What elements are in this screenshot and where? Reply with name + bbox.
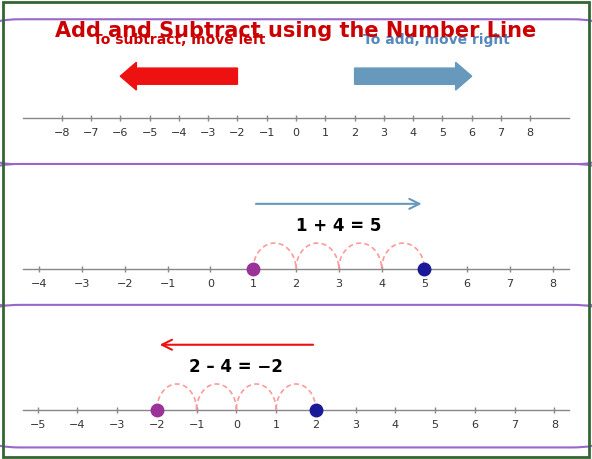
Text: 2: 2 [313, 420, 320, 430]
FancyBboxPatch shape [0, 305, 592, 448]
Text: −4: −4 [170, 128, 187, 138]
Text: 0: 0 [292, 128, 300, 138]
Text: −5: −5 [141, 128, 157, 138]
Text: −6: −6 [112, 128, 128, 138]
Text: −5: −5 [30, 420, 46, 430]
Text: 3: 3 [381, 128, 387, 138]
FancyArrow shape [355, 62, 472, 90]
Text: 2: 2 [351, 128, 358, 138]
FancyArrow shape [120, 62, 237, 90]
Text: 1: 1 [273, 420, 279, 430]
Text: −2: −2 [117, 279, 133, 289]
Text: 1: 1 [250, 279, 257, 289]
Text: 6: 6 [471, 420, 478, 430]
Text: −3: −3 [200, 128, 216, 138]
Text: 2 – 4 = −2: 2 – 4 = −2 [189, 358, 284, 376]
Text: 1: 1 [322, 128, 329, 138]
Text: −1: −1 [188, 420, 205, 430]
Text: 1 + 4 = 5: 1 + 4 = 5 [296, 218, 381, 235]
Text: −1: −1 [159, 279, 176, 289]
Text: 2: 2 [292, 279, 300, 289]
Text: 5: 5 [439, 128, 446, 138]
Text: 4: 4 [410, 128, 417, 138]
Text: 6: 6 [464, 279, 471, 289]
Text: −7: −7 [83, 128, 99, 138]
Text: 8: 8 [549, 279, 556, 289]
Text: To subtract, move left: To subtract, move left [93, 33, 265, 47]
FancyBboxPatch shape [0, 19, 592, 164]
Text: To add, move right: To add, move right [363, 33, 510, 47]
Text: −3: −3 [74, 279, 90, 289]
Text: −1: −1 [259, 128, 275, 138]
Text: 4: 4 [378, 279, 385, 289]
FancyBboxPatch shape [0, 164, 592, 307]
Text: 6: 6 [468, 128, 475, 138]
Text: 5: 5 [421, 279, 428, 289]
Text: Add and Subtract using the Number Line: Add and Subtract using the Number Line [56, 21, 536, 41]
Text: 0: 0 [233, 420, 240, 430]
Text: 3: 3 [352, 420, 359, 430]
Text: 7: 7 [497, 128, 504, 138]
Text: 0: 0 [207, 279, 214, 289]
Text: −8: −8 [53, 128, 70, 138]
Text: −3: −3 [109, 420, 126, 430]
Text: −2: −2 [229, 128, 246, 138]
Text: 7: 7 [507, 279, 514, 289]
Text: 4: 4 [392, 420, 399, 430]
Text: 8: 8 [551, 420, 558, 430]
Text: 7: 7 [511, 420, 518, 430]
Text: −2: −2 [149, 420, 165, 430]
Text: −4: −4 [69, 420, 86, 430]
Text: 3: 3 [335, 279, 342, 289]
Text: 8: 8 [527, 128, 534, 138]
Text: −4: −4 [31, 279, 47, 289]
Text: 5: 5 [432, 420, 439, 430]
